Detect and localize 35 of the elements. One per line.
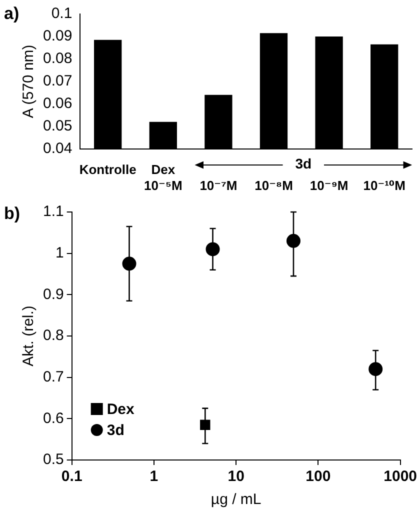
legend-label: 3d xyxy=(106,422,124,440)
legend-label: Dex xyxy=(106,401,136,418)
y-tick-label: 0.06 xyxy=(42,95,72,112)
x-tick-label: 1000 xyxy=(384,468,418,486)
x-tick-label: 10⁻⁹M xyxy=(310,178,348,193)
chart-title: b) xyxy=(4,204,20,224)
x-tick-label: 10 xyxy=(228,468,244,486)
y-tick-label: 0.09 xyxy=(42,28,72,45)
x-tick-label: 1 xyxy=(150,468,158,486)
text: 3d xyxy=(295,156,312,172)
y-tick-label: 0.5 xyxy=(42,451,64,468)
point xyxy=(368,362,383,376)
y-tick-label: 1.1 xyxy=(42,203,64,220)
point xyxy=(286,234,300,248)
y-tick-label: 0.07 xyxy=(42,72,72,90)
y-axis-title: Akt. (rel.) xyxy=(20,306,38,366)
x-tick-label: Dex 10⁻⁵M xyxy=(144,162,182,193)
x-tick-label: 100 xyxy=(306,468,331,486)
x-tick-label: 10⁻⁷M xyxy=(200,178,238,193)
y-tick-label: 0.8 xyxy=(42,327,64,344)
chart-title: a) xyxy=(4,4,20,24)
y-tick-label: 0.08 xyxy=(42,50,72,68)
y-tick-label: 0.9 xyxy=(42,286,64,303)
y-tick-label: 0.04 xyxy=(42,140,72,157)
point xyxy=(206,242,220,256)
y-tick-label: 0.7 xyxy=(42,368,64,386)
y-tick-label: 1 xyxy=(56,244,64,262)
x-axis-title: µg / mL xyxy=(210,491,262,508)
x-tick-label: 10⁻¹⁰M xyxy=(363,178,406,193)
y-tick-label: 0.6 xyxy=(42,410,64,427)
y-tick-label: 0.05 xyxy=(42,117,72,134)
y-tick-label: 0.1 xyxy=(51,5,72,22)
x-tick-label: 10⁻⁸M xyxy=(254,178,293,193)
x-tick-label: Kontrolle xyxy=(79,162,136,178)
y-axis-title: A (570 nm) xyxy=(20,44,38,118)
